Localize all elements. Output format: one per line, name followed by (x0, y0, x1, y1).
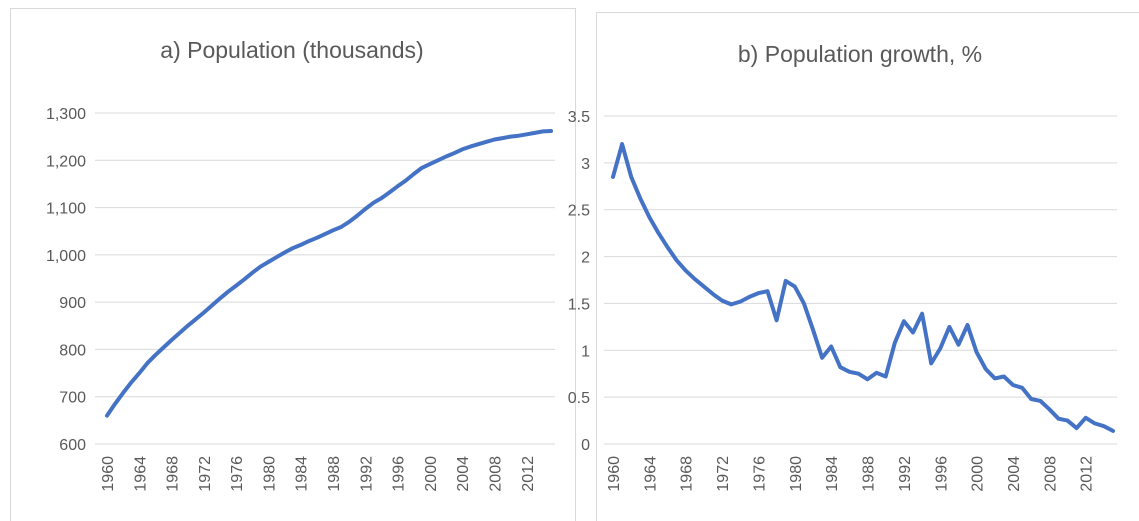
y-tick-label: 800 (59, 342, 86, 359)
y-tick-label: 0.5 (568, 390, 590, 407)
y-tick-label: 1,100 (46, 201, 86, 218)
line-series (611, 142, 1115, 433)
y-tick-label: 2 (581, 250, 590, 267)
y-tick-label: 1,000 (46, 248, 86, 265)
y-tick-label: 3.5 (568, 109, 590, 126)
x-tick-label: 1980 (788, 456, 805, 492)
x-tick-label: 1976 (229, 456, 246, 492)
x-tick-label: 2000 (423, 456, 440, 492)
x-tick-label: 1968 (165, 456, 182, 492)
x-tick-label: 2008 (1042, 456, 1059, 492)
x-tick-label: 1996 (933, 456, 950, 492)
x-tick-label: 1968 (679, 456, 696, 492)
x-tick-label: 1996 (391, 456, 408, 492)
y-tick-label: 900 (59, 295, 86, 312)
x-tick-label: 1976 (751, 456, 768, 492)
x-tick-label: 2012 (1079, 456, 1096, 492)
y-tick-label: 1.5 (568, 296, 590, 313)
x-tick-label: 1964 (132, 456, 149, 492)
y-tick-label: 1,300 (46, 106, 86, 123)
x-tick-label: 1984 (824, 456, 841, 492)
y-tick-label: 2.5 (568, 203, 590, 220)
x-tick-label: 1960 (100, 456, 117, 492)
x-tick-label: 1980 (261, 456, 278, 492)
x-tick-label: 1992 (897, 456, 914, 492)
chart-frame (10, 8, 576, 521)
x-tick-label: 1964 (642, 456, 659, 492)
x-tick-label: 2008 (487, 456, 504, 492)
y-tick-label: 600 (59, 437, 86, 454)
x-tick-label: 1984 (294, 456, 311, 492)
x-tick-label: 1988 (326, 456, 343, 492)
y-tick-label: 1,200 (46, 153, 86, 170)
x-tick-label: 1988 (861, 456, 878, 492)
y-tick-label: 0 (581, 437, 590, 454)
x-tick-label: 1972 (197, 456, 214, 492)
x-tick-label: 2012 (520, 456, 537, 492)
y-tick-label: 1 (581, 343, 590, 360)
x-tick-label: 2000 (970, 456, 987, 492)
x-tick-label: 1972 (715, 456, 732, 492)
y-tick-label: 3 (581, 156, 590, 173)
chart-title: b) Population growth, % (738, 41, 982, 67)
line-series (105, 129, 553, 418)
x-tick-label: 2004 (455, 456, 472, 492)
chart-frame (596, 12, 1139, 521)
x-tick-label: 2004 (1006, 456, 1023, 492)
chart-title: a) Population (thousands) (160, 37, 423, 63)
x-tick-label: 1992 (358, 456, 375, 492)
x-tick-label: 1960 (606, 456, 623, 492)
y-tick-label: 700 (59, 390, 86, 407)
